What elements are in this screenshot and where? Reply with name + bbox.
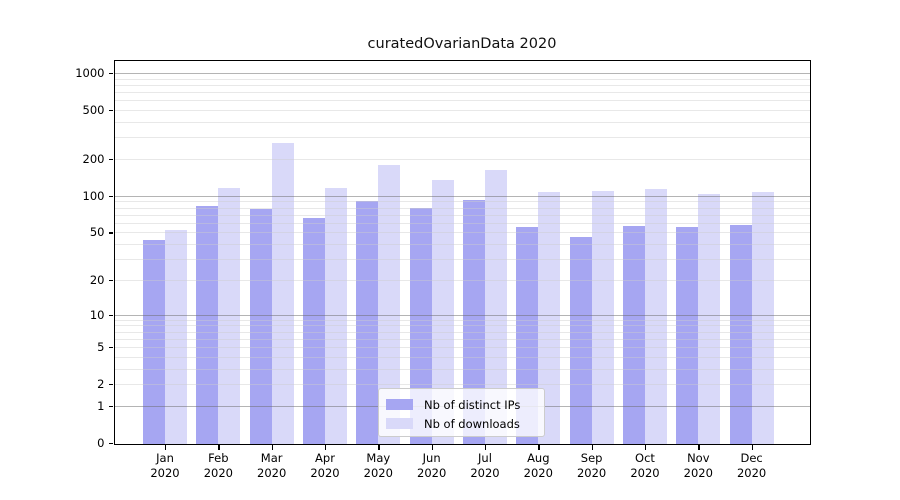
bar-oct-ips (622, 225, 645, 444)
x-tick-label: Dec 2020 (736, 451, 767, 480)
y-tick-label: 5 (97, 340, 105, 355)
y-axis-tick (108, 232, 113, 234)
y-tick-label: 0 (97, 436, 105, 450)
bar-oct-downloads (644, 188, 667, 444)
x-axis-tick (591, 445, 593, 450)
bar-jun-ips (409, 208, 432, 444)
bar-jun-downloads (431, 179, 454, 444)
gridline-minor (113, 159, 811, 161)
y-tick-label: 100 (82, 188, 105, 203)
y-axis-tick (108, 110, 113, 112)
x-axis-tick (378, 445, 380, 450)
bar-sep-downloads (591, 191, 614, 444)
x-tick-label: Nov 2020 (683, 451, 713, 480)
x-axis-tick (698, 445, 700, 450)
x-tick-label: Apr 2020 (310, 451, 340, 480)
gridline-minor (113, 92, 811, 94)
x-tick-label: Jul 2020 (470, 451, 500, 480)
legend-label: Nb of downloads (424, 416, 520, 431)
legend: Nb of distinct IPs Nb of downloads (378, 388, 545, 437)
bar-may-downloads (378, 165, 401, 444)
bar-apr-ips (302, 217, 325, 444)
bar-dec-downloads (751, 191, 774, 444)
y-axis-tick (108, 405, 113, 408)
y-axis-tick (108, 314, 113, 316)
y-axis-tick (108, 347, 113, 349)
legend-row: Nb of downloads (386, 414, 536, 433)
y-axis-tick (108, 159, 113, 161)
x-tick-label: Mar 2020 (257, 451, 287, 480)
bar-dec-ips (729, 224, 752, 444)
bar-mar-downloads (271, 143, 294, 444)
bar-mar-ips (249, 209, 272, 444)
x-axis-tick (165, 445, 167, 450)
x-axis-tick (431, 445, 433, 450)
bar-apr-downloads (324, 188, 347, 444)
bar-feb-ips (196, 205, 219, 444)
x-tick-label: Oct 2020 (630, 451, 660, 480)
x-axis-tick (484, 445, 487, 450)
bar-sep-ips (569, 236, 592, 444)
x-axis-tick (324, 445, 327, 450)
legend-swatch-ips (386, 399, 413, 410)
y-tick-label: 2 (97, 377, 105, 392)
y-tick-label: 50 (89, 225, 105, 240)
y-tick-label: 10 (89, 307, 105, 322)
x-axis-tick (751, 445, 753, 450)
y-axis-tick (108, 195, 113, 198)
y-axis-tick (108, 73, 113, 75)
x-axis-tick (644, 445, 647, 450)
y-tick-label: 1 (97, 398, 105, 413)
bar-aug-downloads (538, 191, 561, 444)
legend-swatch-downloads (386, 418, 413, 429)
gridline-minor (113, 137, 811, 139)
gridline-major (113, 73, 811, 75)
gridline-minor (113, 84, 811, 86)
y-tick-label: 500 (82, 103, 105, 118)
x-tick-label: Feb 2020 (203, 451, 233, 480)
gridline-minor (113, 122, 811, 124)
y-axis-tick (108, 443, 113, 445)
legend-label: Nb of distinct IPs (424, 397, 521, 412)
bar-jan-downloads (165, 230, 187, 444)
legend-row: Nb of distinct IPs (386, 395, 536, 414)
x-axis-tick (218, 445, 220, 450)
bar-nov-downloads (698, 193, 721, 444)
x-tick-label: Jun 2020 (417, 451, 447, 480)
y-axis-tick (108, 279, 113, 282)
x-tick-label: Jan 2020 (150, 451, 180, 480)
x-tick-label: May 2020 (363, 451, 393, 480)
bar-jan-ips (143, 240, 165, 444)
bar-feb-downloads (218, 187, 241, 444)
y-axis-tick (108, 384, 113, 386)
x-tick-label: Sep 2020 (576, 451, 607, 480)
bar-jul-ips (462, 200, 485, 444)
bar-jul-downloads (484, 169, 507, 444)
chart-title: curatedOvarianData 2020 (367, 36, 557, 52)
y-tick-label: 20 (89, 272, 105, 287)
x-axis-tick (538, 445, 540, 450)
y-tick-label: 200 (82, 152, 105, 167)
bar-may-ips (356, 201, 379, 444)
gridline-minor (113, 78, 811, 80)
bar-nov-ips (676, 227, 699, 444)
gridline-minor (113, 110, 811, 112)
x-axis-tick (271, 445, 273, 450)
x-tick-label: Aug 2020 (523, 451, 553, 480)
y-tick-label: 1000 (75, 66, 105, 81)
gridline-minor (113, 100, 811, 102)
